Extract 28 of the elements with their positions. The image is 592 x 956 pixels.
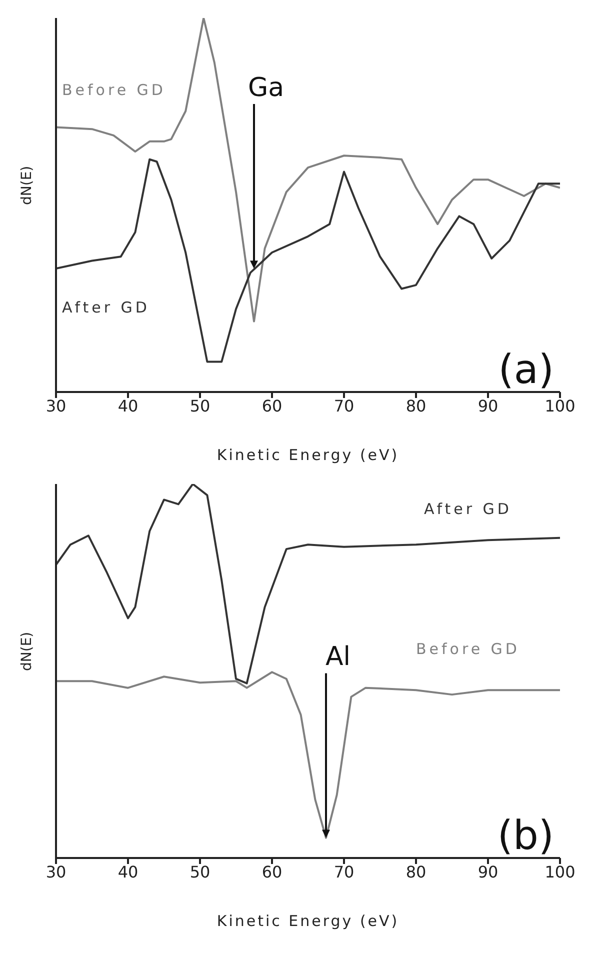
x-tick-label: 90 — [478, 396, 498, 416]
x-tick-label: 30 — [46, 396, 66, 416]
x-tick-label: 40 — [118, 396, 138, 416]
annotation: Al — [325, 642, 351, 672]
x-tick-label: 60 — [262, 396, 282, 416]
x-tick-label: 90 — [478, 862, 498, 882]
series-label: Before GD — [62, 81, 166, 100]
annotation: Ga — [248, 73, 284, 104]
x-tick-label: 70 — [334, 396, 354, 416]
x-axis-title: Kinetic Energy (eV) — [216, 446, 400, 464]
x-tick-label: 50 — [190, 396, 210, 416]
x-axis-title: Kinetic Energy (eV) — [216, 912, 400, 930]
x-tick-label: 40 — [118, 862, 138, 882]
y-axis-title: dN(E) — [18, 166, 35, 205]
y-axis-title: dN(E) — [18, 632, 35, 671]
series-label: After GD — [424, 500, 512, 518]
text: Before GD — [416, 640, 520, 658]
x-tick-label: 70 — [334, 862, 354, 882]
x-tick-label: 50 — [190, 862, 210, 882]
annotation: (a) — [498, 347, 554, 393]
x-tick-label: 60 — [262, 862, 282, 882]
text: After GD — [62, 298, 150, 317]
x-tick-label: 100 — [544, 862, 576, 882]
x-tick-label: 100 — [544, 396, 576, 416]
annotation: (b) — [497, 813, 554, 859]
x-tick-label: 80 — [406, 862, 426, 882]
x-tick-label: 30 — [46, 862, 66, 882]
x-tick-label: 80 — [406, 396, 426, 416]
